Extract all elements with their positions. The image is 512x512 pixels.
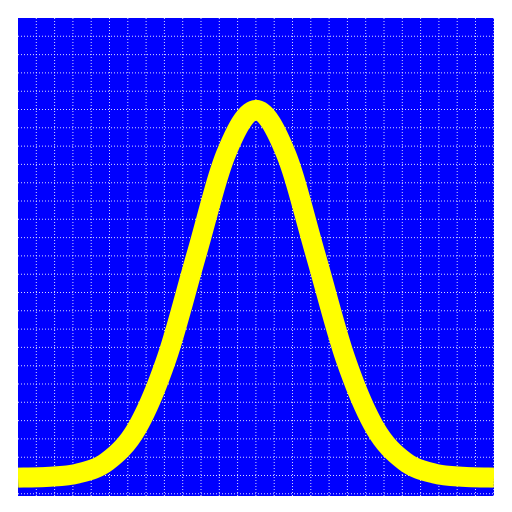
series-line bbox=[18, 99, 494, 488]
grid bbox=[18, 18, 494, 496]
plot-area bbox=[18, 18, 494, 496]
chart bbox=[18, 18, 494, 496]
series-layer bbox=[18, 99, 494, 488]
